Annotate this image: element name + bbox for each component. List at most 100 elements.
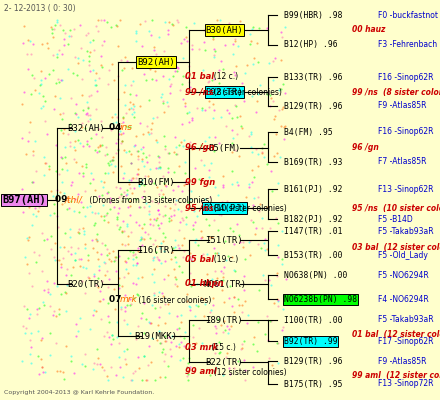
Point: [44, 40, 51, 47]
Point: [161, 19, 169, 25]
Point: [270, 77, 277, 83]
Point: [226, 365, 233, 371]
Point: [264, 246, 271, 252]
Point: [128, 377, 135, 383]
Point: [157, 304, 164, 310]
Point: [73, 111, 80, 118]
Point: [54, 17, 61, 23]
Point: [95, 144, 102, 151]
Point: [54, 368, 61, 374]
Point: [214, 250, 221, 256]
Text: B5(FM): B5(FM): [208, 144, 241, 152]
Point: [29, 152, 36, 158]
Text: NO638(PN) .00: NO638(PN) .00: [284, 271, 347, 280]
Point: [224, 252, 231, 259]
Point: [66, 226, 73, 232]
Text: I16(TR): I16(TR): [137, 246, 175, 254]
Point: [121, 54, 128, 60]
Text: I147(TR) .01: I147(TR) .01: [284, 227, 342, 236]
Point: [274, 270, 281, 276]
Point: [40, 287, 47, 294]
Point: [174, 17, 181, 23]
Point: [175, 19, 182, 25]
Point: [246, 184, 253, 190]
Point: [28, 282, 35, 289]
Point: [190, 222, 197, 228]
Point: [86, 275, 93, 281]
Point: [107, 258, 114, 264]
Point: [259, 149, 266, 156]
Point: [214, 250, 221, 256]
Point: [132, 132, 139, 139]
Point: [182, 158, 189, 165]
Text: F0 -buckfastnot: F0 -buckfastnot: [378, 11, 437, 20]
Point: [107, 195, 114, 201]
Point: [54, 54, 61, 61]
Point: [29, 72, 36, 78]
Point: [155, 314, 162, 320]
Point: [123, 223, 130, 230]
Point: [36, 90, 43, 96]
Point: [103, 210, 110, 216]
Point: [215, 316, 222, 322]
Point: [108, 363, 115, 370]
Point: [208, 234, 215, 240]
Point: [234, 113, 241, 120]
Point: [242, 70, 249, 77]
Point: [120, 217, 127, 224]
Text: 96 /gn: 96 /gn: [185, 144, 214, 152]
Point: [193, 302, 200, 308]
Point: [135, 222, 142, 229]
Point: [42, 368, 49, 375]
Point: [82, 160, 89, 167]
Point: [74, 55, 81, 62]
Point: [170, 168, 177, 175]
Point: [141, 173, 148, 180]
Point: [51, 22, 59, 28]
Point: [51, 254, 58, 260]
Point: [78, 256, 85, 262]
Point: [253, 98, 260, 104]
Point: [141, 63, 148, 69]
Point: [176, 325, 183, 331]
Point: [117, 191, 124, 198]
Point: [212, 250, 219, 257]
Point: [55, 224, 62, 230]
Point: [211, 268, 218, 274]
Point: [134, 260, 141, 267]
Point: [133, 171, 140, 177]
Point: [218, 58, 225, 64]
Point: [113, 334, 120, 341]
Point: [224, 200, 231, 206]
Point: [91, 47, 98, 53]
Point: [125, 255, 132, 261]
Point: [253, 39, 260, 46]
Point: [70, 144, 77, 150]
Point: [70, 264, 77, 270]
Point: [58, 178, 65, 185]
Point: [149, 197, 156, 204]
Point: [275, 359, 282, 366]
Point: [152, 76, 159, 83]
Point: [85, 143, 92, 149]
Point: [62, 154, 69, 160]
Point: [275, 303, 282, 309]
Point: [38, 68, 45, 74]
Point: [112, 267, 119, 274]
Point: [201, 106, 208, 113]
Point: [59, 130, 66, 136]
Point: [229, 127, 236, 133]
Point: [178, 319, 185, 325]
Point: [276, 87, 283, 94]
Point: [92, 236, 99, 242]
Point: [192, 340, 199, 347]
Point: [82, 32, 89, 38]
Point: [256, 82, 263, 88]
Point: [230, 365, 237, 371]
Point: [18, 101, 26, 108]
Point: [187, 304, 194, 310]
Point: [188, 45, 195, 52]
Point: [108, 61, 115, 68]
Point: [121, 81, 128, 88]
Point: [99, 42, 106, 48]
